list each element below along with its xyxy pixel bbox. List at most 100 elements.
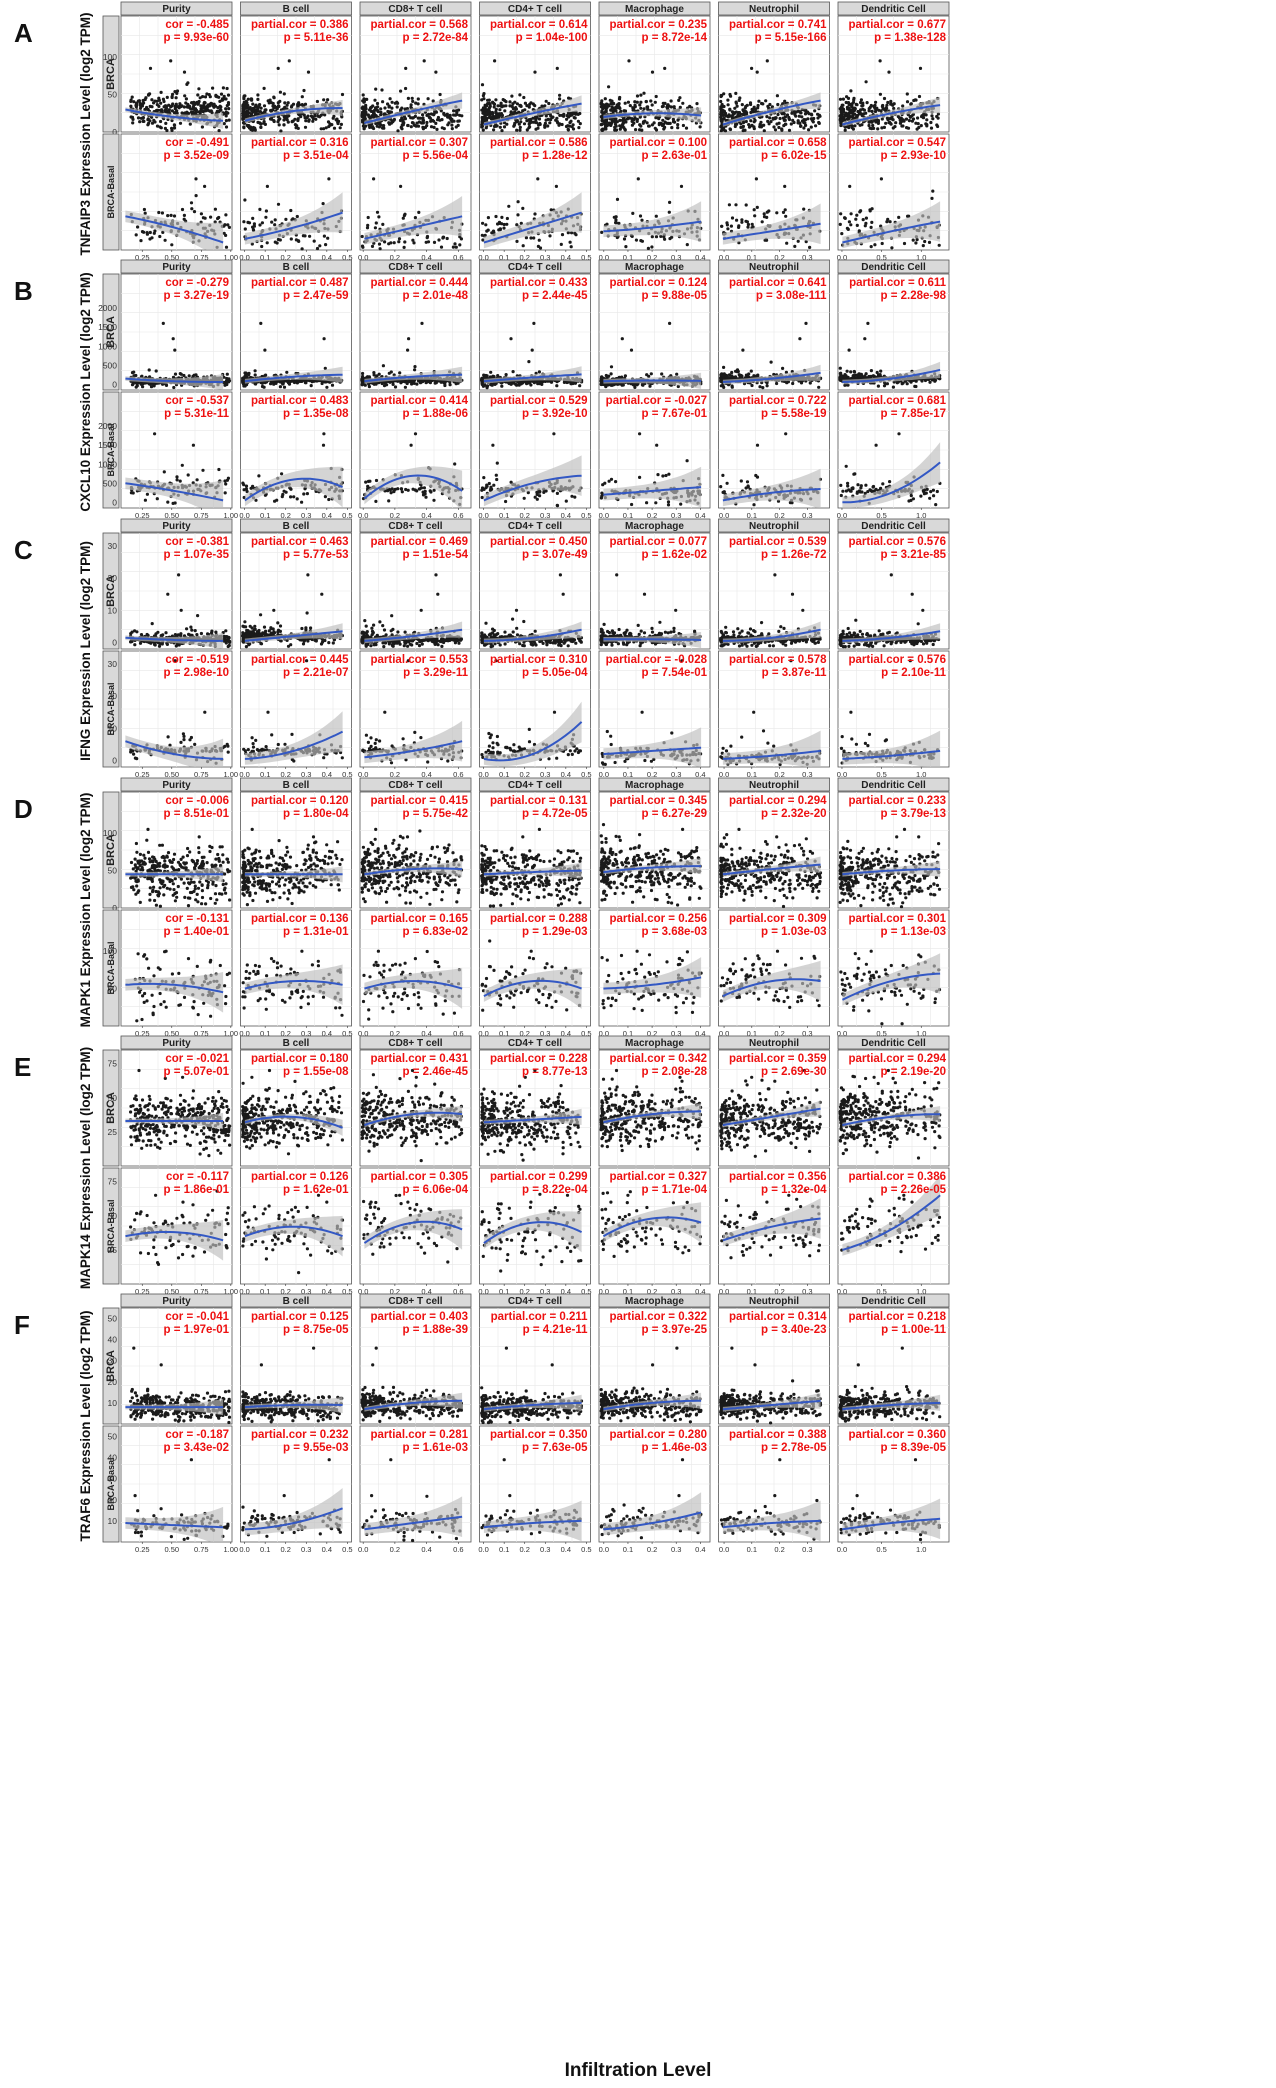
scatter-point <box>744 220 747 223</box>
scatter-point <box>210 102 213 105</box>
scatter-point <box>325 126 328 129</box>
scatter-point <box>720 94 723 97</box>
scatter-point <box>648 385 651 388</box>
scatter-point <box>577 126 580 129</box>
scatter-point <box>839 114 842 117</box>
scatter-point <box>132 371 135 374</box>
scatter-point <box>296 215 299 218</box>
scatter-point <box>766 59 769 62</box>
scatter-point <box>434 122 437 125</box>
scatter-point <box>204 109 207 112</box>
p-value-text: p = 2.93e-10 <box>880 150 946 162</box>
scatter-point <box>493 125 496 128</box>
scatter-point <box>661 105 664 108</box>
correlation-text: partial.cor = 0.433 <box>490 277 588 289</box>
scatter-point <box>510 383 513 386</box>
scatter-point <box>219 105 222 108</box>
scatter-point <box>780 127 783 130</box>
scatter-point <box>612 102 615 105</box>
scatter-point <box>277 105 280 108</box>
scatter-point <box>286 104 289 107</box>
correlation-text: partial.cor = 0.444 <box>371 277 469 289</box>
scatter-point <box>225 119 228 122</box>
scatter-point <box>500 385 503 388</box>
scatter-point <box>860 98 863 101</box>
scatter-point <box>435 128 438 131</box>
scatter-point <box>379 111 382 114</box>
scatter-point <box>885 220 888 223</box>
scatter-point <box>292 120 295 123</box>
correlation-text: partial.cor = 0.568 <box>371 19 469 31</box>
scatter-point <box>418 120 421 123</box>
scatter-point <box>226 373 229 376</box>
scatter-point <box>386 110 389 113</box>
scatter-point <box>361 115 364 118</box>
scatter-point <box>361 372 364 375</box>
scatter-point <box>774 128 777 131</box>
scatter-point <box>560 243 563 246</box>
scatter-point <box>610 372 613 375</box>
scatter-point <box>131 96 134 99</box>
scatter-point <box>400 127 403 130</box>
scatter-point <box>931 117 934 120</box>
scatter-point <box>726 99 729 102</box>
scatter-point <box>211 87 214 90</box>
scatter-point <box>917 122 920 125</box>
scatter-point <box>181 208 184 211</box>
scatter-point <box>604 127 607 130</box>
scatter-point <box>537 245 540 248</box>
correlation-text: cor = -0.279 <box>165 277 229 289</box>
scatter-point <box>318 244 321 247</box>
scatter-point <box>924 122 927 125</box>
scatter-point <box>740 221 743 224</box>
scatter-point <box>150 236 153 239</box>
scatter-point <box>254 369 257 372</box>
scatter-point <box>396 102 399 105</box>
scatter-point <box>548 234 551 237</box>
scatter-point <box>749 111 752 114</box>
scatter-point <box>871 207 874 210</box>
scatter-point <box>623 128 626 131</box>
scatter-point <box>297 101 300 104</box>
scatter-point <box>303 234 306 237</box>
scatter-point <box>776 94 779 97</box>
scatter-point <box>763 215 766 218</box>
scatter-point <box>854 107 857 110</box>
scatter-point <box>307 71 310 74</box>
scatter-point <box>268 101 271 104</box>
scatter-point <box>453 242 456 245</box>
scatter-point <box>615 221 618 224</box>
correlation-text: partial.cor = 0.547 <box>849 137 947 149</box>
scatter-point <box>250 108 253 111</box>
scatter-point <box>204 95 207 98</box>
scatter-point <box>242 384 245 387</box>
scatter-point <box>220 99 223 102</box>
scatter-point <box>791 119 794 122</box>
scatter-point <box>149 231 152 234</box>
scatter-point <box>726 227 729 230</box>
scatter-point <box>243 114 246 117</box>
scatter-point <box>558 97 561 100</box>
scatter-point <box>493 59 496 62</box>
scatter-point <box>421 126 424 129</box>
scatter-point <box>521 207 524 210</box>
scatter-point <box>880 177 883 180</box>
scatter-point <box>853 113 856 116</box>
scatter-point <box>375 221 378 224</box>
scatter-point <box>818 122 821 125</box>
scatter-point <box>604 97 607 100</box>
scatter-point <box>433 241 436 244</box>
scatter-point <box>800 115 803 118</box>
scatter-point <box>171 102 174 105</box>
scatter-point <box>887 71 890 74</box>
scatter-point <box>391 101 394 104</box>
scatter-point <box>802 121 805 124</box>
scatter-point <box>756 71 759 74</box>
scatter-point <box>519 126 522 129</box>
scatter-point <box>810 117 813 120</box>
scatter-point <box>738 99 741 102</box>
scatter-point <box>551 116 554 119</box>
